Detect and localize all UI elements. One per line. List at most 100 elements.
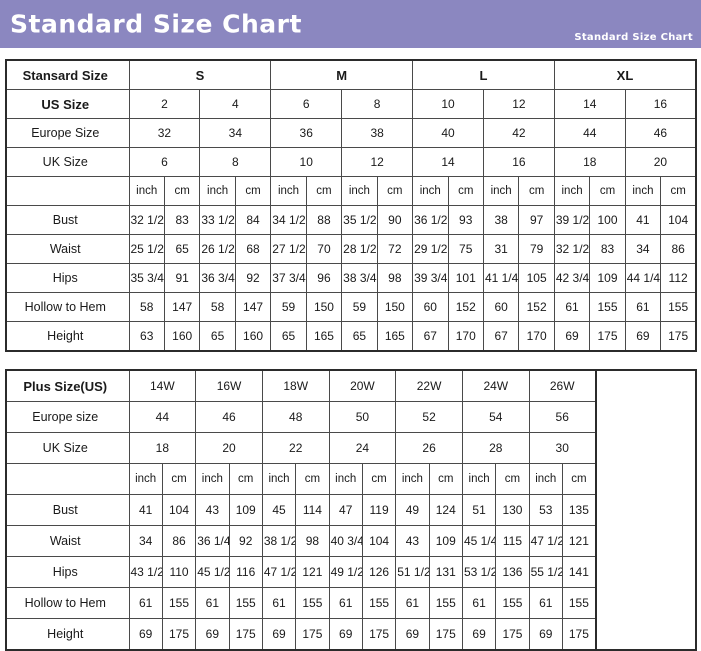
measure-value: 97 [518, 205, 555, 235]
measure-value: 91 [163, 263, 201, 293]
unit-row-label [5, 176, 130, 206]
measure-value: 121 [295, 556, 330, 588]
measure-value: 58 [128, 292, 165, 322]
measure-value: 65 [163, 234, 201, 264]
page-banner: Standard Size Chart Standard Size Chart [0, 0, 701, 48]
size-value: 6 [128, 147, 201, 177]
unit-header-cm: cm [518, 176, 555, 206]
measure-value: 32 1/2 [553, 234, 591, 264]
unit-header-inch: inch [412, 176, 449, 206]
unit-header-inch: inch [270, 176, 307, 206]
standard-row-hollow-to-hem: Hollow to Hem 58 147 58 147 59 150 59 150 60 152 60… [5, 292, 697, 322]
measure-value: 130 [495, 494, 530, 526]
measure-value: 26 1/2 [199, 234, 236, 264]
size-value: 48 [261, 401, 330, 433]
size-group-M: M [270, 59, 414, 90]
measure-value: 105 [518, 263, 555, 293]
row-label: US Size [5, 89, 130, 119]
measure-value: 37 3/4 [270, 263, 307, 293]
size-value: 14 [553, 89, 626, 119]
measure-value: 45 1/4 [461, 525, 497, 557]
measure-value: 135 [561, 494, 597, 526]
measure-value: 65 [341, 321, 378, 352]
measure-value: 155 [495, 587, 530, 619]
unit-header-inch: inch [328, 463, 363, 495]
measure-value: 112 [660, 263, 697, 293]
measure-value: 55 1/2 [528, 556, 563, 588]
measure-value: 160 [163, 321, 201, 352]
row-label: Bust [5, 205, 130, 235]
size-value: 54 [461, 401, 530, 433]
plus-row-waist: Waist 34 86 36 1/4 92 38 1/2 98 40 3/4 104 43 109 4… [5, 525, 696, 557]
measure-value: 110 [161, 556, 197, 588]
unit-header-cm: cm [161, 463, 197, 495]
standard-row-us-size: US Size 2 4 6 8 10 12 14 16 [5, 89, 697, 119]
measure-value: 60 [482, 292, 520, 322]
standard-row-uk-size: UK Size 6 8 10 12 14 16 18 20 [5, 147, 697, 177]
measure-value: 101 [447, 263, 484, 293]
size-value: 24 [328, 432, 397, 464]
row-label: Hollow to Hem [5, 292, 130, 322]
size-value: 36 [270, 118, 343, 148]
size-value: 34 [199, 118, 272, 148]
measure-value: 61 [624, 292, 662, 322]
measure-value: 175 [660, 321, 697, 352]
measure-value: 25 1/2 [128, 234, 165, 264]
measure-value: 70 [305, 234, 343, 264]
plus-row-uk-size: UK Size 18 20 22 24 26 28 30 [5, 432, 696, 464]
plus-size-22W: 22W [395, 369, 463, 402]
standard-size-table-container: Stansard Size S M L XL US Size 2 4 6 8 10 12 14 16 Eur… [5, 59, 698, 352]
measure-value: 29 1/2 [412, 234, 449, 264]
plus-unit-row: inch cm inch cm inch cm inch cm inch cm inch cm inch… [5, 463, 696, 495]
measure-value: 34 1/2 [270, 205, 307, 235]
measure-value: 67 [412, 321, 449, 352]
size-value: 10 [270, 147, 343, 177]
size-value: 26 [395, 432, 463, 464]
measure-value: 61 [395, 587, 430, 619]
measure-value: 51 [461, 494, 497, 526]
measure-value: 155 [228, 587, 263, 619]
plus-size-16W: 16W [195, 369, 263, 402]
plus-row-hips: Hips 43 1/2 110 45 1/2 116 47 1/2 121 49 1/2 126… [5, 556, 696, 588]
measure-value: 63 [128, 321, 165, 352]
plus-size-header-row: Plus Size(US) 14W 16W 18W 20W 22W 24W 26W [5, 369, 697, 651]
standard-row-waist: Waist 25 1/2 65 26 1/2 68 27 1/2 70 28 1/2 72 29 … [5, 234, 697, 264]
row-label: UK Size [5, 432, 130, 464]
measure-value: 98 [295, 525, 330, 557]
measure-value: 175 [228, 618, 263, 651]
measure-value: 42 3/4 [553, 263, 591, 293]
measure-value: 75 [447, 234, 484, 264]
size-value: 2 [128, 89, 201, 119]
measure-value: 175 [295, 618, 330, 651]
measure-value: 38 1/2 [261, 525, 297, 557]
unit-header-cm: cm [361, 463, 397, 495]
size-value: 32 [128, 118, 201, 148]
unit-header-inch: inch [553, 176, 591, 206]
measure-value: 88 [305, 205, 343, 235]
measure-value: 92 [228, 525, 263, 557]
measure-value: 69 [624, 321, 662, 352]
unit-header-inch: inch [341, 176, 378, 206]
size-value: 8 [341, 89, 414, 119]
measure-value: 84 [234, 205, 272, 235]
measure-value: 175 [428, 618, 463, 651]
row-label: Europe Size [5, 118, 130, 148]
unit-header-cm: cm [561, 463, 597, 495]
measure-value: 152 [447, 292, 484, 322]
measure-value: 28 1/2 [341, 234, 378, 264]
size-value: 40 [412, 118, 484, 148]
measure-value: 150 [305, 292, 343, 322]
measure-value: 61 [528, 587, 563, 619]
plus-row-bust: Bust 41 104 43 109 45 114 47 119 49 124 51 130 53 135 [5, 494, 696, 526]
measure-value: 155 [428, 587, 463, 619]
measure-value: 58 [199, 292, 236, 322]
page-title: Standard Size Chart [10, 9, 302, 39]
measure-value: 155 [561, 587, 597, 619]
size-value: 22 [261, 432, 330, 464]
measure-value: 175 [161, 618, 197, 651]
size-value: 18 [553, 147, 626, 177]
measure-value: 114 [295, 494, 330, 526]
measure-value: 36 1/2 [412, 205, 449, 235]
measure-value: 59 [270, 292, 307, 322]
plus-size-26W: 26W [528, 369, 597, 402]
